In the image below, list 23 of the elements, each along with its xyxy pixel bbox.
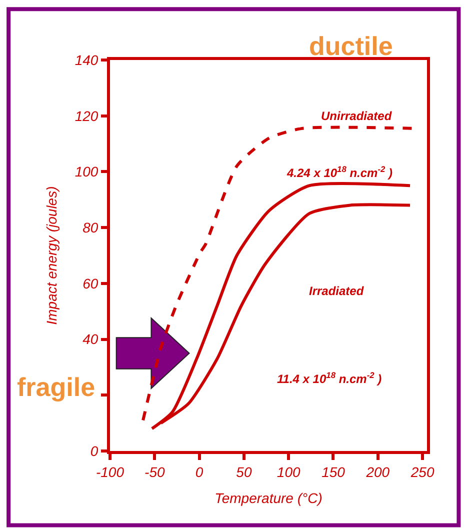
y-tick-label: 60: [82, 275, 98, 292]
x-tick-label: 200: [365, 464, 390, 480]
annotation: ductile: [309, 31, 393, 61]
y-axis-title: Impact energy (joules): [43, 186, 60, 325]
y-tick-label: 80: [82, 219, 98, 236]
x-tick-label: 150: [322, 464, 346, 480]
y-tick-label: 140: [74, 52, 98, 68]
x-axis-title: Temperature (°C): [214, 490, 322, 506]
annotation: Unirradiated: [321, 109, 392, 123]
x-tick-label: 100: [276, 464, 300, 480]
x-tick-label: -50: [144, 464, 165, 480]
text: fragile: [17, 372, 96, 402]
annotation: 4.24 x 10$^{18}$ n.cm$^{-2}$ ): [286, 164, 393, 180]
x-tick-label: 250: [410, 464, 434, 480]
annotation: 11.4 x 10$^{18}$ n.cm$^{-2}$ ): [277, 370, 382, 386]
y-tick-label: 40: [82, 331, 98, 348]
x-tick-label: -100: [96, 464, 124, 480]
y-tick-label: 100: [74, 164, 98, 180]
y-tick-label: 0: [90, 442, 98, 459]
x-tick-label: 0: [195, 464, 204, 480]
x-tick-label: 50: [236, 464, 252, 480]
y-tick-label: 120: [74, 108, 98, 124]
annotation: Irradiated: [309, 284, 364, 298]
